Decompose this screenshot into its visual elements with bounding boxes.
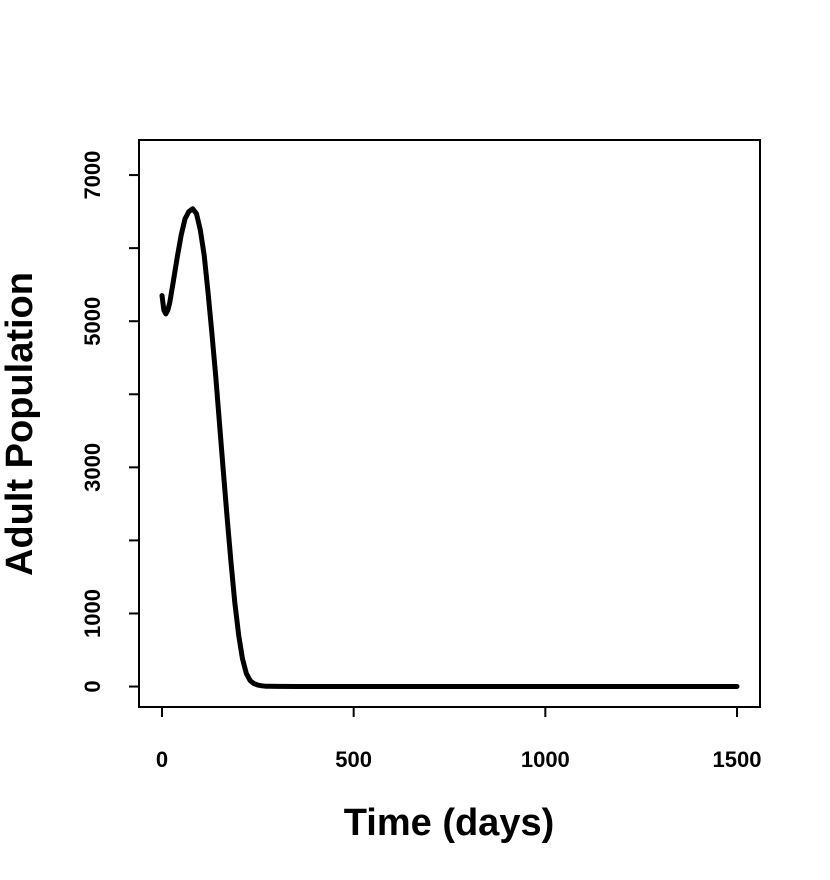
y-tick-label: 3000 (80, 443, 105, 492)
y-axis-title: Adult Population (0, 272, 41, 576)
x-tick-label: 0 (156, 747, 168, 772)
x-axis-title: Time (days) (344, 802, 554, 844)
x-tick-label: 1500 (713, 747, 762, 772)
series-line (159, 206, 740, 689)
y-tick-label: 7000 (80, 151, 105, 200)
y-tick-label: 5000 (80, 297, 105, 346)
x-axis: 0 500 1000 1500 (156, 706, 762, 772)
y-axis: 0 1000 3000 5000 7000 (80, 151, 140, 693)
plot-frame (138, 139, 761, 708)
y-tick-label: 1000 (80, 589, 105, 638)
y-tick-label: 0 (80, 680, 105, 692)
x-tick-label: 1000 (521, 747, 570, 772)
series-layer (159, 206, 740, 689)
x-tick-label: 500 (335, 747, 372, 772)
